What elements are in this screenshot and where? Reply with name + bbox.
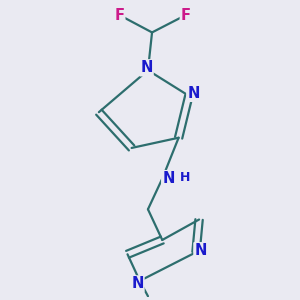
Text: N: N [194,243,207,258]
Text: N: N [131,276,143,291]
Text: N: N [187,86,200,101]
Text: F: F [114,8,124,22]
Text: N: N [140,60,153,75]
Text: N: N [162,171,175,186]
Text: F: F [181,8,191,22]
Text: H: H [180,171,190,184]
